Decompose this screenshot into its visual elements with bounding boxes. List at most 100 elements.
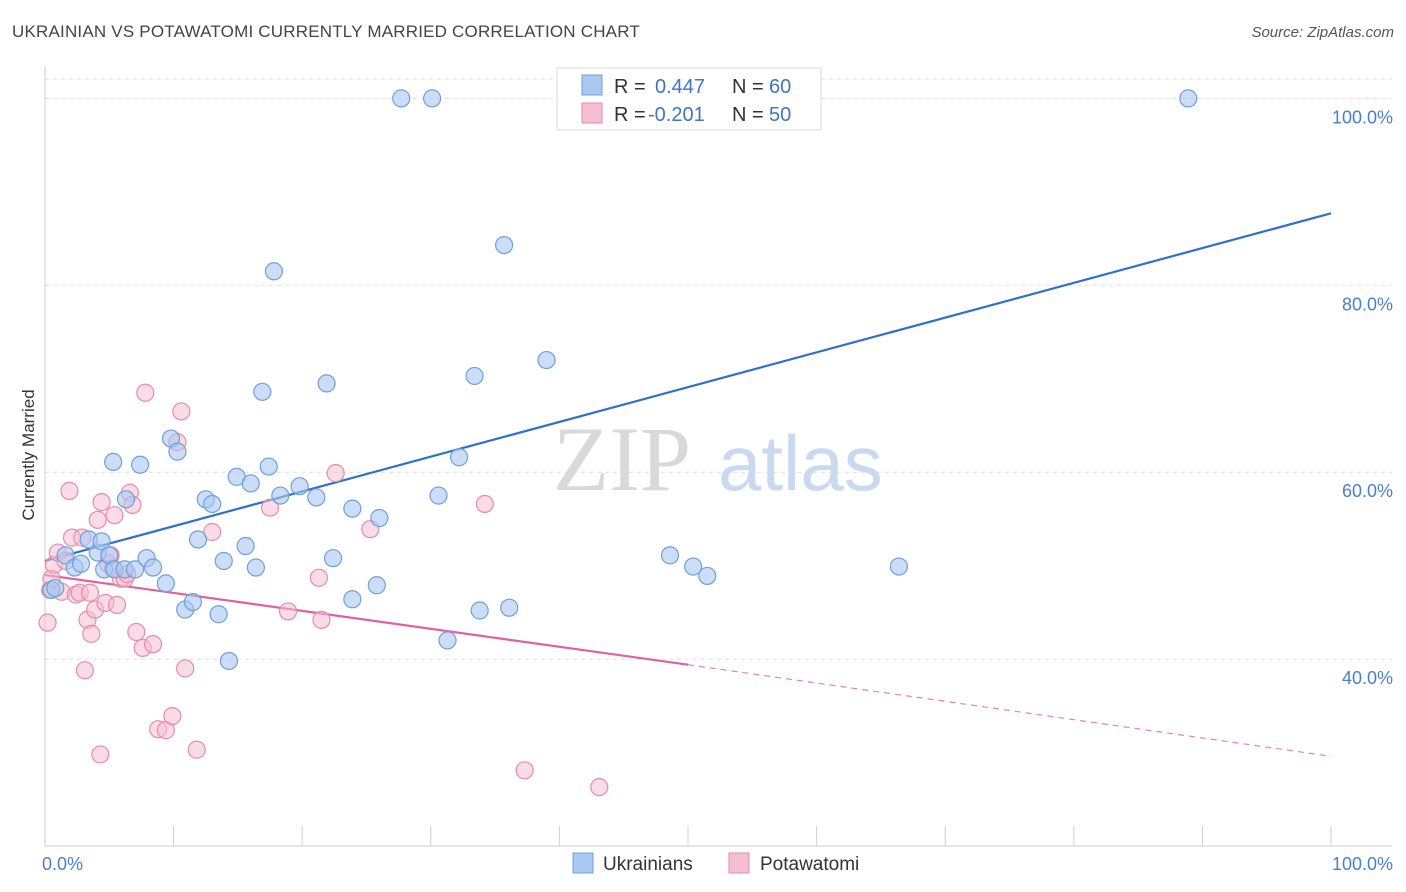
ukrainian-point-49 bbox=[449, 448, 469, 467]
legend-n-value-pink: 50 bbox=[769, 104, 791, 126]
ukrainian-point-46 bbox=[422, 89, 442, 108]
ukrainian-point-22 bbox=[183, 592, 202, 612]
legend-r-value-blue: 0.447 bbox=[655, 76, 705, 98]
potawatomi-point-14 bbox=[80, 583, 100, 602]
potawatomi-point-51 bbox=[590, 778, 609, 797]
trend-line-potawatomi-extension bbox=[687, 664, 1332, 757]
tick-labels: 40.0% 60.0% 80.0% 100.0% 0.0% 100.0% bbox=[42, 107, 1393, 874]
ukrainian-point-52 bbox=[495, 236, 514, 255]
ukrainian-point-1 bbox=[46, 578, 65, 598]
ukrainian-point-39 bbox=[317, 374, 336, 393]
bottom-legend-swatch-ukrainians bbox=[572, 852, 594, 874]
trend-line-ukrainians bbox=[44, 212, 1332, 563]
potawatomi-point-44 bbox=[278, 602, 298, 621]
potawatomi-point-42 bbox=[203, 522, 222, 542]
ukrainian-point-32 bbox=[246, 558, 266, 577]
ukrainian-point-7 bbox=[92, 532, 111, 551]
axes bbox=[44, 66, 1392, 847]
source-label: Source: ZipAtlas.com bbox=[1251, 24, 1394, 41]
x-tick-label-1: 100.0% bbox=[1332, 854, 1393, 874]
ukrainian-point-55 bbox=[660, 546, 680, 565]
potawatomi-point-40 bbox=[176, 659, 195, 678]
ukrainian-point-25 bbox=[203, 494, 222, 514]
ukrainian-point-48 bbox=[438, 631, 457, 650]
potawatomi-point-0 bbox=[38, 613, 57, 632]
correlation-legend: R = 0.447 N = 60 R = -0.201 N = 50 bbox=[556, 67, 822, 131]
potawatomi-point-41 bbox=[187, 740, 206, 759]
ukrainian-point-35 bbox=[271, 486, 290, 505]
ukrainian-point-42 bbox=[343, 499, 362, 518]
potawatomi-point-33 bbox=[136, 383, 155, 402]
chart-title: UKRAINIAN VS POTAWATOMI CURRENTLY MARRIE… bbox=[12, 22, 640, 41]
y-tick-label-3: 100.0% bbox=[1332, 107, 1393, 127]
ukrainian-point-14 bbox=[125, 560, 145, 579]
potawatomi-point-50 bbox=[515, 761, 534, 780]
watermark-atlas: atlas bbox=[718, 419, 883, 507]
ukrainian-point-56 bbox=[684, 557, 703, 576]
trend-lines bbox=[44, 212, 1332, 757]
ukrainian-point-23 bbox=[188, 530, 208, 549]
potawatomi-point-24 bbox=[105, 506, 124, 525]
x-tick-label-0: 0.0% bbox=[42, 854, 83, 874]
legend-r-value-pink: -0.201 bbox=[648, 104, 705, 126]
legend-r-label-blue: R = bbox=[614, 76, 646, 98]
ukrainian-point-43 bbox=[367, 576, 386, 595]
legend-n-value-blue: 60 bbox=[769, 76, 791, 98]
potawatomi-points bbox=[38, 383, 609, 797]
y-tick-label-1: 60.0% bbox=[1342, 481, 1393, 501]
ukrainian-point-38 bbox=[307, 488, 326, 507]
ukrainian-point-47 bbox=[429, 486, 448, 505]
ukrainian-point-17 bbox=[143, 558, 163, 577]
ukrainian-point-20 bbox=[168, 442, 187, 461]
potawatomi-point-45 bbox=[309, 568, 329, 587]
series-legend: Ukrainians Potawatomi bbox=[572, 852, 859, 875]
ukrainian-points bbox=[42, 89, 1198, 671]
ukrainian-point-26 bbox=[209, 605, 228, 624]
legend-swatch-pink bbox=[581, 102, 603, 124]
gridlines bbox=[45, 78, 1392, 660]
watermark-zip: ZIP bbox=[553, 408, 691, 510]
legend-r-label-pink: R = bbox=[614, 104, 646, 126]
ukrainian-point-31 bbox=[241, 474, 260, 493]
ukrainian-point-59 bbox=[1179, 89, 1198, 108]
ukrainian-point-53 bbox=[500, 598, 519, 617]
bottom-legend-label-potawatomi: Potawatomi bbox=[760, 854, 859, 875]
legend-n-label-blue: N = bbox=[732, 76, 764, 98]
legend-swatch-blue bbox=[581, 74, 603, 96]
bottom-legend-swatch-potawatomi bbox=[728, 852, 750, 874]
ukrainian-point-13 bbox=[116, 490, 136, 509]
ukrainian-point-37 bbox=[290, 477, 309, 496]
ukrainian-point-28 bbox=[219, 651, 238, 671]
trend-line-potawatomi bbox=[44, 573, 689, 666]
ukrainian-point-34 bbox=[259, 457, 278, 476]
potawatomi-point-7 bbox=[60, 481, 79, 500]
ukrainian-point-30 bbox=[236, 536, 255, 556]
legend-n-label-pink: N = bbox=[732, 104, 764, 126]
potawatomi-point-31 bbox=[127, 622, 146, 642]
ukrainian-point-4 bbox=[71, 554, 91, 573]
ukrainian-point-12 bbox=[104, 452, 123, 472]
ukrainian-point-15 bbox=[131, 455, 150, 474]
ukrainian-point-45 bbox=[392, 89, 411, 108]
ukrainian-point-40 bbox=[323, 549, 343, 568]
potawatomi-point-47 bbox=[326, 464, 345, 483]
ukrainian-point-51 bbox=[470, 601, 489, 620]
ukrainian-point-57 bbox=[698, 566, 717, 586]
potawatomi-point-46 bbox=[312, 610, 331, 629]
ukrainian-point-44 bbox=[370, 508, 389, 528]
potawatomi-point-17 bbox=[88, 510, 107, 529]
potawatomi-point-43 bbox=[260, 498, 280, 517]
ukrainian-point-36 bbox=[264, 262, 284, 281]
ukrainian-point-2 bbox=[56, 546, 75, 565]
ukrainian-point-41 bbox=[343, 590, 362, 609]
ukrainian-point-54 bbox=[537, 350, 556, 370]
ukrainian-point-27 bbox=[214, 551, 233, 571]
y-axis-label: Currently Married bbox=[19, 389, 38, 520]
potawatomi-point-18 bbox=[91, 745, 110, 764]
potawatomi-point-34 bbox=[143, 635, 163, 654]
potawatomi-point-49 bbox=[475, 494, 494, 514]
potawatomi-point-19 bbox=[92, 492, 111, 512]
bottom-legend-label-ukrainians: Ukrainians bbox=[603, 854, 693, 875]
ukrainian-point-33 bbox=[253, 382, 272, 401]
